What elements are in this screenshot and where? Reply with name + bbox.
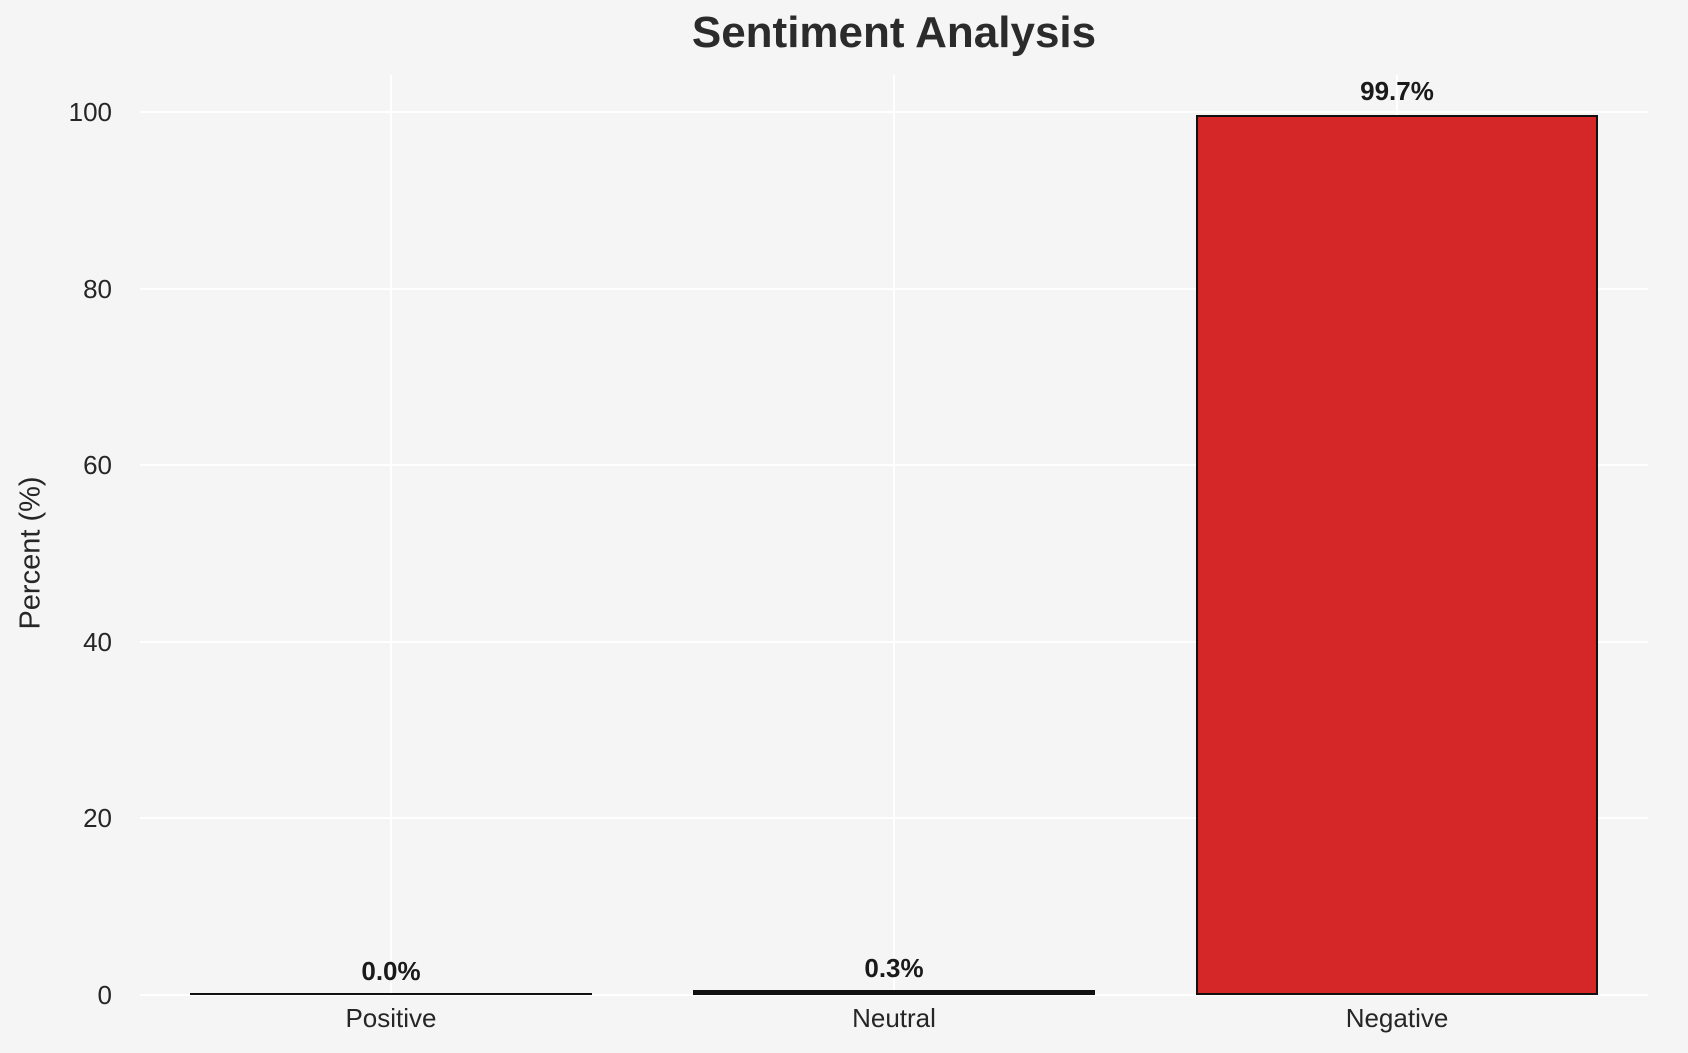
v-gridline — [893, 75, 895, 995]
plot-area: 0.0% Positive 0.3% Neutral 99.7% Negativ… — [140, 75, 1648, 1033]
y-tick-label: 20 — [83, 803, 112, 834]
y-tick-label: 100 — [68, 97, 112, 127]
bar-negative[interactable] — [1196, 115, 1598, 995]
x-tick-label-neutral: Neutral — [852, 1003, 936, 1033]
x-tick-label-positive: Positive — [345, 1003, 437, 1033]
y-tick-label: 0 — [97, 980, 112, 1010]
bar-positive[interactable] — [190, 993, 592, 995]
y-tick-label: 40 — [83, 626, 112, 657]
value-label-positive: 0.0% — [361, 956, 421, 986]
v-gridline — [390, 75, 393, 995]
h-gridline — [140, 994, 1648, 996]
x-tick-label-negative: Negative — [1345, 1003, 1449, 1033]
y-tick-label: 80 — [83, 273, 112, 304]
y-axis-label: Percent (%) — [14, 476, 47, 630]
bar-neutral[interactable] — [693, 990, 1095, 995]
y-tick-label: 60 — [83, 450, 112, 481]
value-label-neutral: 0.3% — [864, 953, 924, 983]
chart-title: Sentiment Analysis — [691, 8, 1097, 57]
value-label-negative: 99.7% — [1360, 76, 1434, 106]
